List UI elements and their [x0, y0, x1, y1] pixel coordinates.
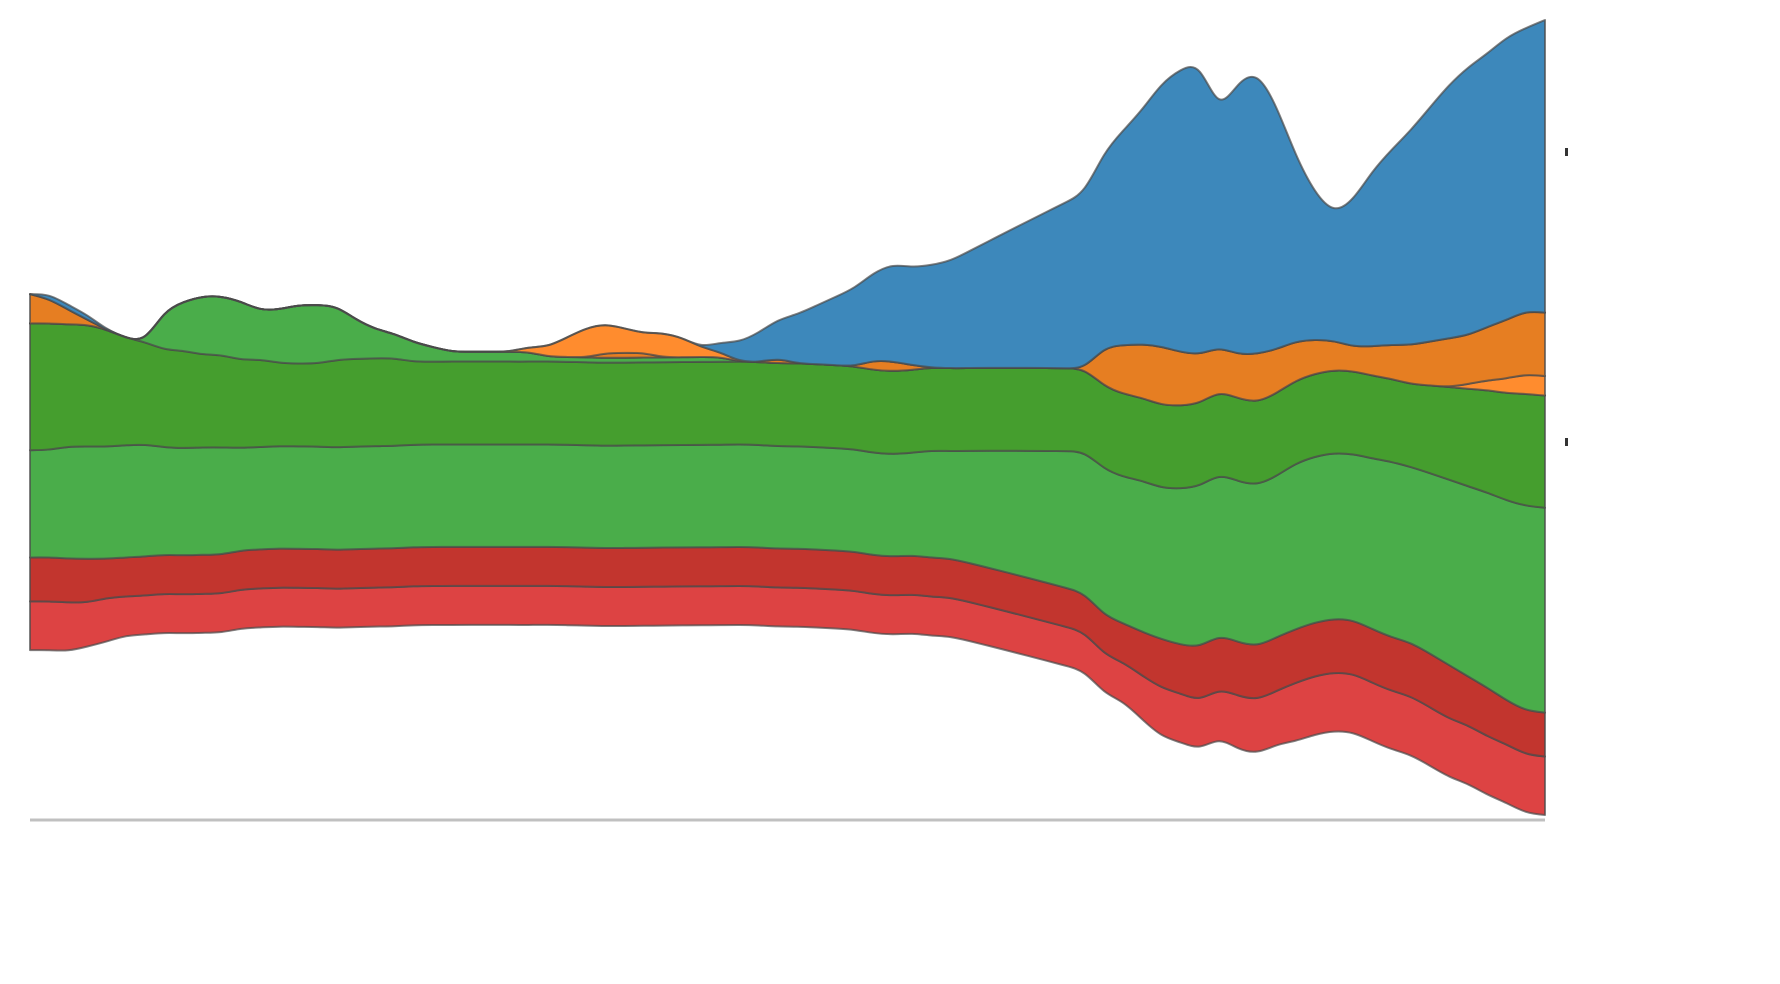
stream-layers	[29, 19, 1546, 816]
stream-layer-9	[29, 19, 1546, 370]
right-edge-tick-1	[1565, 148, 1568, 156]
right-edge-tick-2	[1565, 438, 1568, 446]
right-edge-ticks	[1565, 148, 1568, 446]
